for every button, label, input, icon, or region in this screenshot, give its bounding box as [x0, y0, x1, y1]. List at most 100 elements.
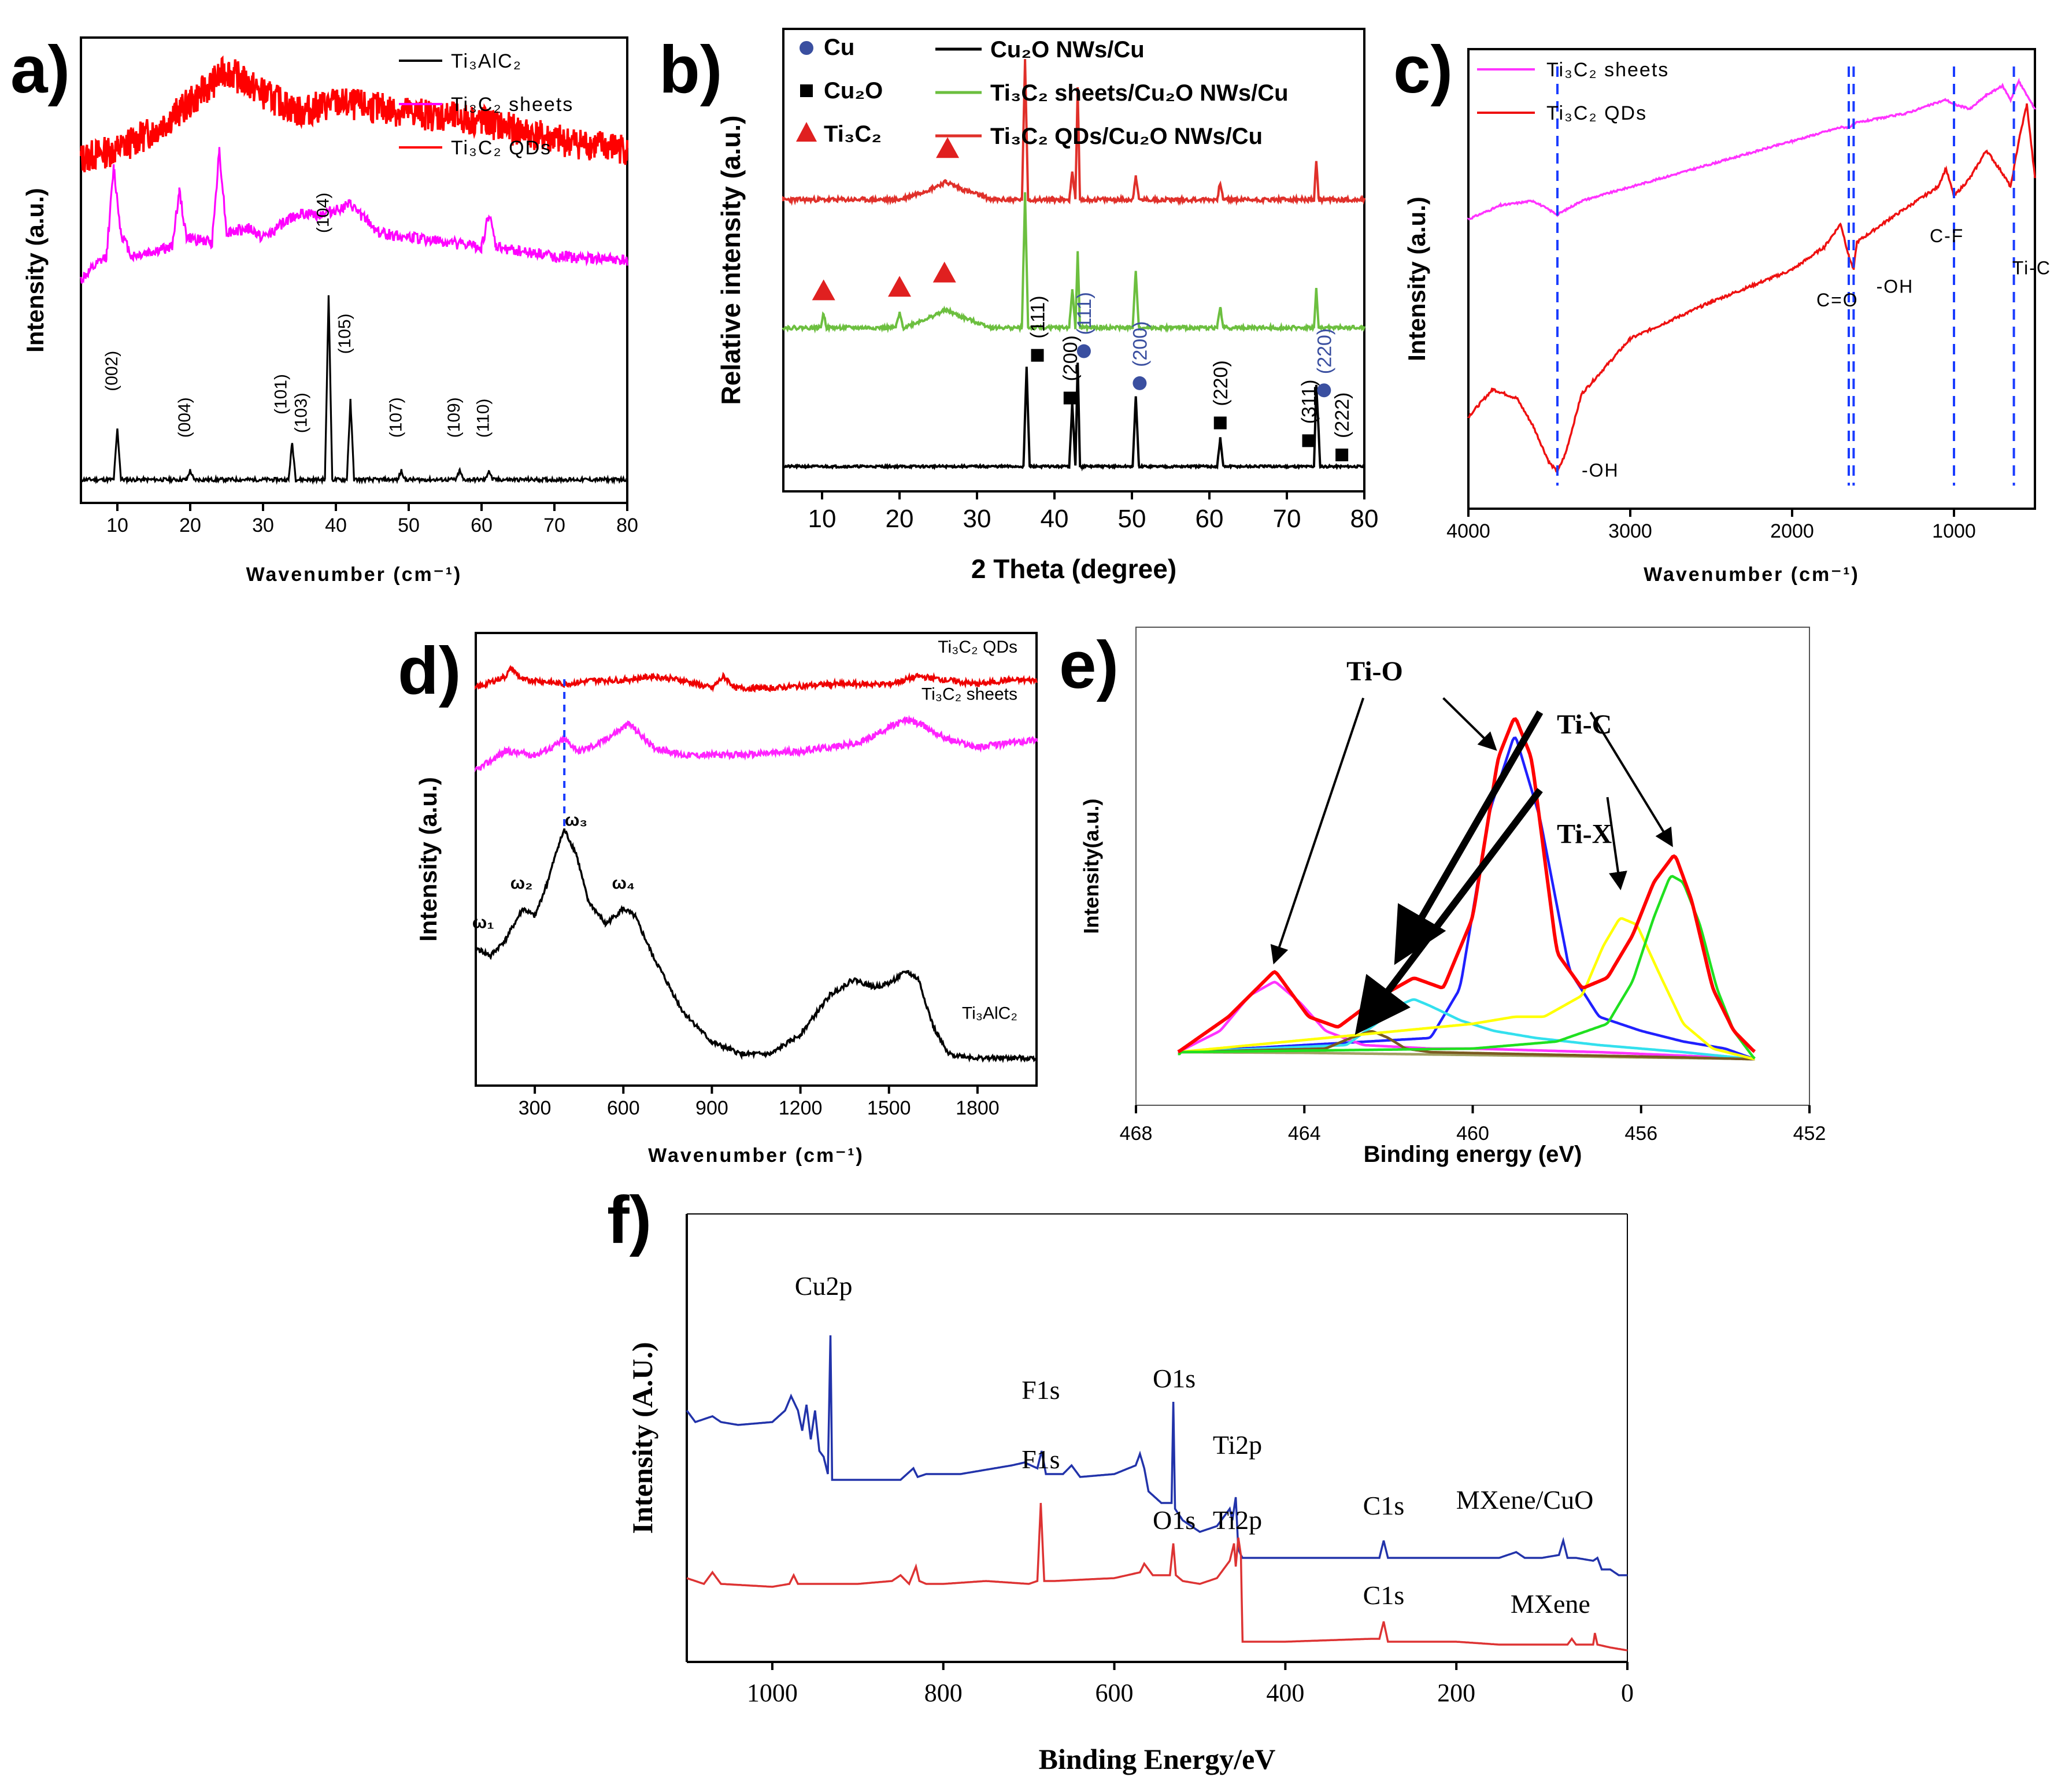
series-line-1 [686, 1502, 1628, 1652]
cu-circle-marker [1076, 344, 1091, 358]
legend-label-2: Ti₃C₂ QDs [451, 137, 552, 159]
legend-label-1: Ti₃C₂ sheets [451, 94, 573, 116]
legend-label-0: Cu₂O NWs/Cu [990, 37, 1145, 62]
cu-circle-marker [1317, 383, 1331, 398]
ti3c2-triangle-marker [936, 137, 960, 158]
legend-marker-triangle [796, 122, 817, 142]
legend-label-0: Ti₃AlC₂ [451, 50, 522, 72]
mode-annotation: ω₂ [510, 874, 533, 893]
band-annotation: -OH [1877, 276, 1914, 297]
x-axis-title: Wavenumber (cm⁻¹) [1644, 564, 1860, 586]
x-tick-label: 60 [471, 514, 493, 536]
component-line-5 [1178, 917, 1755, 1061]
peak-annotation: Ti2p [1213, 1505, 1262, 1535]
x-tick-label: 70 [1273, 505, 1301, 533]
y-axis-title: Relative intensity (a.u.) [716, 115, 746, 405]
panel-letter-c: c) [1393, 32, 1453, 107]
annotation-arrow [1354, 788, 1543, 1035]
x-tick-label: 800 [924, 1679, 963, 1707]
x-tick-label: 1800 [956, 1097, 1000, 1119]
panel-letter-e: e) [1059, 627, 1119, 702]
peak-label: (111) [1027, 295, 1049, 338]
mode-annotation: ω₁ [472, 913, 494, 932]
peak-label-ti-c: Ti-C [1557, 709, 1612, 740]
cu-circle-marker [1133, 376, 1147, 390]
panel-a-plot-frame [80, 36, 628, 504]
peak-label: (110) [474, 398, 493, 438]
x-tick-label: 452 [1793, 1123, 1826, 1145]
x-axis-title: Binding Energy/eV [1039, 1743, 1276, 1775]
x-tick-label: 40 [325, 514, 347, 536]
x-tick-label: 300 [519, 1097, 552, 1119]
x-tick-label: 468 [1120, 1123, 1153, 1145]
x-tick-label: 460 [1456, 1123, 1489, 1145]
y-axis-title: Intensity (a.u.) [21, 188, 49, 353]
peak-annotation: F1s [1022, 1375, 1060, 1405]
peak-label: (002) [102, 351, 121, 391]
x-tick-label: 464 [1288, 1123, 1321, 1145]
panel-letter-f: f) [607, 1182, 652, 1257]
annotation-arrow [1589, 711, 1673, 847]
series-label-2: Ti₃C₂ QDs [938, 638, 1017, 657]
x-tick-label: 80 [616, 514, 638, 536]
peak-annotation: MXene [1511, 1589, 1590, 1619]
peak-label: (222) [1331, 393, 1353, 438]
ti3c2-triangle-marker [932, 261, 956, 283]
x-tick-label: 20 [179, 514, 201, 536]
series-line-0 [475, 828, 1038, 1064]
peak-label: (004) [175, 397, 194, 438]
ti3c2-triangle-marker [812, 279, 835, 301]
mode-annotation: ω₃ [565, 811, 587, 830]
x-tick-label: 70 [543, 514, 565, 536]
chart-panel-d: ω₁ ω₂ ω₃ ω₄ Ti₃AlC₂ Ti₃C₂ sheets Ti₃C₂ QDs 300 6… [414, 632, 1038, 1167]
panel-letter-b: b) [659, 32, 723, 107]
panel-e-plot-frame [1135, 627, 1810, 1106]
x-tick-label: 456 [1624, 1123, 1657, 1145]
x-tick-label: 1000 [1932, 520, 1976, 542]
y-axis-title: Intensity (a.u.) [414, 777, 442, 942]
x-tick-label: 200 [1437, 1679, 1475, 1707]
x-tick-label: 30 [252, 514, 274, 536]
peak-annotation: O1s [1153, 1505, 1196, 1535]
cu2o-square-marker [1031, 349, 1044, 362]
legend-label-0: Ti₃C₂ sheets [1546, 59, 1669, 81]
peak-annotation: F1s [1022, 1445, 1060, 1474]
peak-label: (109) [445, 397, 464, 438]
y-axis-title: Intensity(a.u.) [1079, 798, 1103, 934]
x-tick-label: 1000 [747, 1679, 798, 1707]
peak-label: (105) [335, 313, 354, 354]
component-line-1 [1178, 736, 1755, 1061]
annotation-arrow [1442, 697, 1497, 751]
legend-label-1: Ti₃C₂ QDs [1546, 102, 1647, 124]
x-axis-title: Wavenumber (cm⁻¹) [246, 564, 462, 586]
legend-marker-label: Cu₂O [824, 78, 883, 103]
ti3c2-triangle-marker [888, 276, 911, 297]
peak-label: (111) [1074, 292, 1096, 335]
cu2o-square-marker [1063, 391, 1076, 405]
band-annotation: -OH [1582, 460, 1619, 480]
series-line-2 [782, 59, 1365, 206]
series-line-1 [782, 192, 1365, 334]
cu2o-square-marker [1213, 416, 1227, 430]
x-tick-label: 900 [695, 1097, 728, 1119]
peak-label: (107) [386, 397, 405, 438]
component-line-0 [1177, 717, 1756, 1054]
x-tick-label: 10 [808, 505, 837, 533]
y-axis-title: Intensity (A.U.) [626, 1342, 658, 1534]
x-tick-label: 4000 [1446, 520, 1490, 542]
peak-label: (200) [1060, 335, 1082, 381]
legend-label-2: Ti₃C₂ QDs/Cu₂O NWs/Cu [990, 124, 1263, 149]
x-tick-label: 400 [1266, 1679, 1304, 1707]
series-line-0 [686, 1335, 1627, 1576]
band-annotation: Ti-C [2012, 258, 2051, 279]
peak-label: (200) [1129, 321, 1151, 367]
peak-label: (103) [292, 393, 311, 433]
peak-annotation: C1s [1363, 1580, 1405, 1610]
x-tick-label: 600 [607, 1097, 640, 1119]
x-axis-title: Wavenumber (cm⁻¹) [648, 1145, 864, 1167]
peak-annotation: Cu2p [795, 1271, 853, 1301]
chart-panel-b: (111)(200)(111)(200)(220) (311)(220)(222)… [716, 28, 1378, 584]
panel-c-plot-frame [1467, 48, 2036, 510]
peak-label: (101) [271, 374, 290, 414]
panel-b-plot-frame [782, 28, 1365, 493]
